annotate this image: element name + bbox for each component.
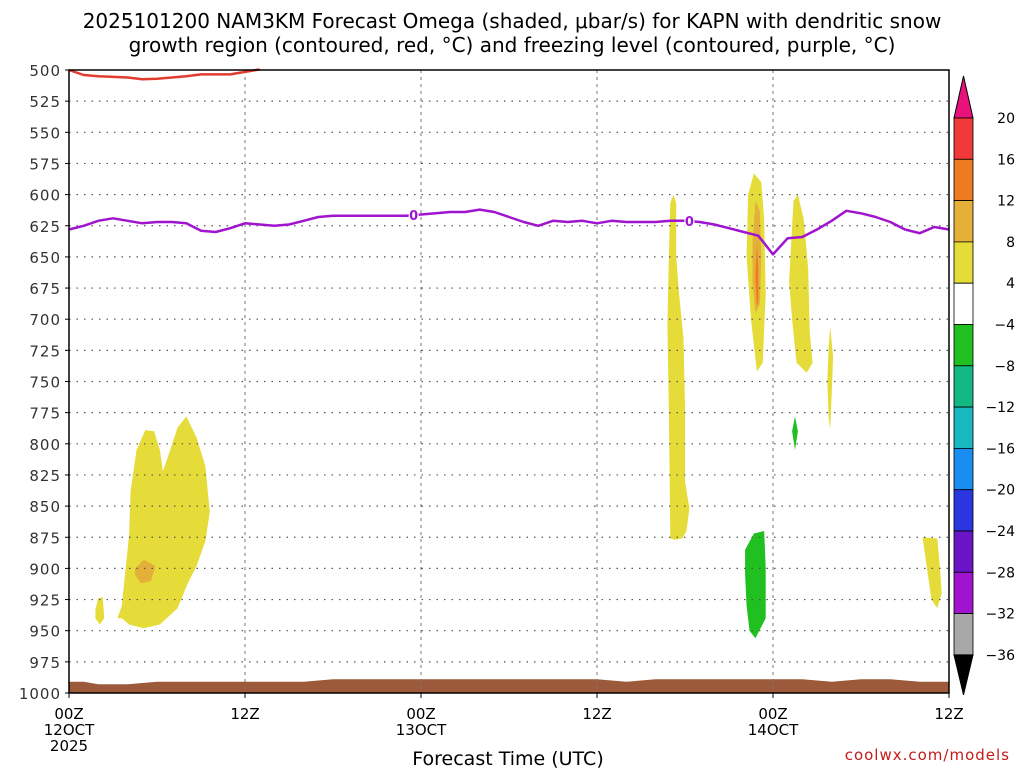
x-tick-label: 2025 [50,737,88,755]
y-tick-label: 625 [29,218,61,236]
y-tick-label: 850 [29,498,61,516]
y-tick-label: 550 [29,124,61,142]
colorbar-label: 4 [1006,276,1015,292]
freezing-level-line [68,208,950,256]
y-tick-label: 900 [29,560,61,578]
colorbar-segment [953,282,974,325]
colorbar-label: −32 [985,607,1015,623]
freezing-level-label-bg [408,207,419,224]
colorbar-segment [953,654,974,696]
colorbar-segment [953,447,974,491]
x-axis-label: Forecast Time (UTC) [412,748,603,768]
omega-region-6 [755,244,759,307]
colorbar: 20 16 12 8 4 −4 −8 −12 −16 −20 −24 −28 −32 −36 [953,75,1015,696]
y-tick-label: 950 [29,623,61,641]
freezing-level-label: 0 [685,215,694,230]
x-tick-label: 12Z [230,705,259,723]
x-tick-label: 12Z [582,705,611,723]
y-tick-label: 500 [29,62,61,80]
chart-title-line-1: 2025101200 NAM3KM Forecast Omega (shaded… [82,9,942,33]
y-tick-label: 800 [29,436,61,454]
y-tick-label: 975 [29,654,61,672]
colorbar-label: −8 [994,359,1015,375]
omega-region-10 [745,531,766,639]
y-tick-label: 600 [29,187,61,205]
terrain-fill [69,679,949,693]
colorbar-segment [953,613,974,656]
colorbar-segment [953,530,974,573]
colorbar-label: −12 [985,400,1015,416]
omega-region-9 [922,537,942,609]
colorbar-segment [953,571,974,614]
freezing-level-label-bg [684,213,695,230]
colorbar-label: 12 [997,194,1015,210]
x-tick-label: 12OCT [44,721,95,739]
omega-region-1 [95,597,105,625]
colorbar-label: −20 [985,483,1015,499]
grid-layer [69,70,949,693]
x-tick-label: 14OCT [748,721,799,739]
colorbar-segment [953,489,974,532]
colorbar-label: 20 [997,111,1015,127]
plot-frame [68,69,950,694]
dendritic-growth-line [68,68,260,81]
omega-region-11 [792,416,798,450]
colorbar-label: −4 [994,318,1015,334]
omega-region-2 [135,559,156,584]
x-tick-label: 00Z [758,705,787,723]
omega-region-3 [667,194,690,540]
credit-link[interactable]: coolwx.com/models [844,746,1010,764]
x-tick-label: 00Z [54,705,83,723]
x-tick-label: 12Z [934,705,963,723]
omega-shading-layer [95,173,942,639]
plot-border [68,69,950,694]
colorbar-segment [953,324,974,367]
freezing-level-label: 0 [409,209,418,224]
omega-region-0 [117,416,210,629]
y-tick-label: 650 [29,249,61,267]
colorbar-label: −28 [985,565,1015,581]
y-tick-label: 725 [29,342,61,360]
x-tick-label: 00Z [406,705,435,723]
y-tick-label: 925 [29,592,61,610]
colorbar-segment [953,117,974,160]
omega-region-7 [789,194,813,373]
y-tick-label: 675 [29,280,61,298]
chart-title-line-2: growth region (contoured, red, °C) and f… [128,33,896,57]
x-tick-label: 13OCT [396,721,447,739]
y-tick-label: 525 [29,93,61,111]
colorbar-label: −24 [985,524,1015,540]
y-tick-label: 750 [29,374,61,392]
colorbar-segment [953,406,974,449]
y-tick-label: 1000 [19,685,61,703]
colorbar-segment [953,75,974,119]
colorbar-label: −36 [985,648,1015,664]
colorbar-segment [953,158,974,202]
y-tick-label: 575 [29,155,61,173]
axis-labels: 500 525 550 575 600 625 650 675 700 725 750 775 800 8… [19,62,964,755]
omega-region-8 [827,326,834,429]
colorbar-label: 8 [1006,235,1015,251]
colorbar-label: 16 [997,152,1015,168]
colorbar-segment [953,241,974,284]
y-tick-label: 875 [29,529,61,547]
colorbar-label: −16 [985,441,1015,457]
y-tick-label: 700 [29,311,61,329]
colorbar-segment [953,200,974,243]
colorbar-segment [953,365,974,408]
y-tick-label: 775 [29,405,61,423]
y-tick-label: 825 [29,467,61,485]
terrain-layer [69,679,949,693]
